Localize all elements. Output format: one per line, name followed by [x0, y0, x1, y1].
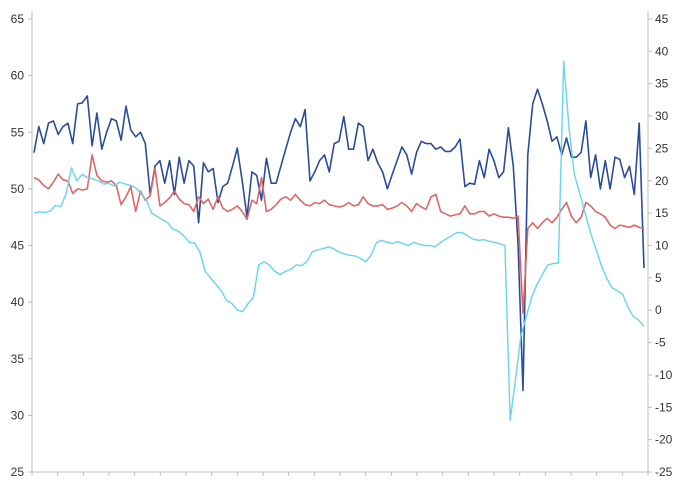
right-tick-label: 0	[655, 303, 662, 317]
right-tick-label: -25	[655, 465, 673, 479]
right-tick-label: -5	[655, 336, 666, 350]
left-tick-label: 25	[11, 465, 25, 479]
left-tick-label: 50	[11, 182, 25, 196]
right-tick-label: 15	[655, 206, 669, 220]
left-tick-label: 60	[11, 69, 25, 83]
series-line-2	[33, 154, 645, 315]
right-tick-label: 35	[655, 77, 669, 91]
left-tick-label: 35	[11, 352, 25, 366]
series-line-3	[33, 60, 645, 421]
chart-axes: 656055504540353025454035302520151050-5-1…	[11, 11, 673, 479]
left-tick-label: 30	[11, 408, 25, 422]
right-tick-label: 5	[655, 271, 662, 285]
right-tick-label: 25	[655, 141, 669, 155]
right-tick-label: 30	[655, 109, 669, 123]
right-tick-label: -10	[655, 368, 673, 382]
right-tick-label: 40	[655, 44, 669, 58]
series-line-1	[33, 88, 645, 392]
left-tick-label: 45	[11, 239, 25, 253]
left-tick-label: 40	[11, 295, 25, 309]
chart-series	[33, 60, 645, 421]
right-tick-label: 20	[655, 174, 669, 188]
right-tick-label: 10	[655, 239, 669, 253]
left-tick-label: 65	[11, 12, 25, 26]
right-tick-label: -15	[655, 400, 673, 414]
left-tick-label: 55	[11, 125, 25, 139]
right-tick-label: -20	[655, 433, 673, 447]
right-tick-label: 45	[655, 12, 669, 26]
